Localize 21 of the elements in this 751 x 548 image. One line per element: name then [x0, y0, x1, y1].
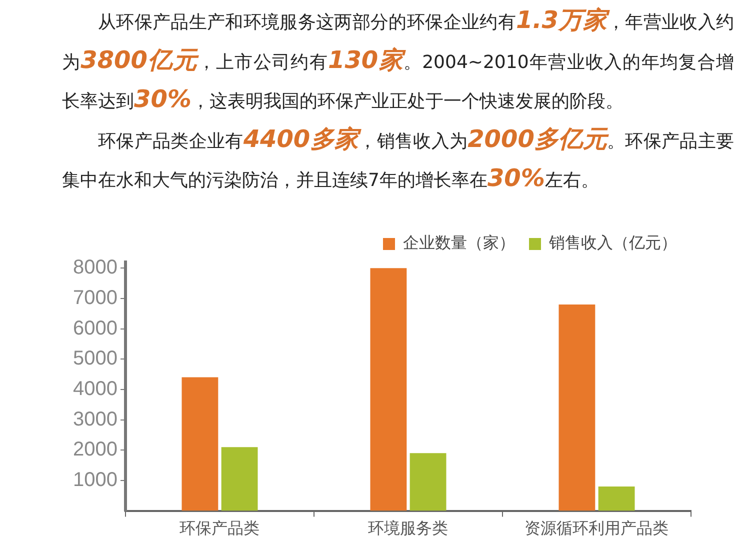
y-tick-label: 6000 [72, 317, 118, 340]
y-tick-label: 2000 [72, 438, 118, 461]
legend-label: 销售收入（亿元） [548, 233, 677, 252]
text: 环保产品类企业有4400多家，销售收入为2000多亿元。环保产品主要集中在水和大气的污染防治，并且连续7年的增长率在30%左右。 [62, 124, 734, 192]
y-tick-label: 1000 [72, 468, 118, 491]
bar [410, 453, 446, 511]
y-tick-label: 4000 [72, 378, 118, 400]
text: 从环保产品生产和环境服务这两部分的环保企业约有1.3万家，年营业收入约为3800亿元，上市公司约有130家。2004~2010年营业收入的年均复合增长率达到30%，这表明我国的环保产业正处于一个快速发展的阶段。 [62, 6, 734, 113]
bar [598, 486, 635, 511]
bar [221, 447, 258, 511]
y-tick-label: 5000 [72, 348, 118, 370]
y-tick-label: 7000 [72, 286, 118, 309]
bar [370, 268, 407, 511]
y-tick-label: 3000 [72, 408, 118, 430]
x-tick-label: 资源循环利用产品类 [524, 518, 669, 538]
bar [558, 304, 596, 511]
y-tick-label: 8000 [72, 256, 118, 279]
x-tick-label: 环境服务类 [368, 518, 448, 538]
x-tick-label: 环保产品类 [180, 518, 260, 538]
legend-label: 企业数量（家） [403, 233, 515, 252]
bar [182, 377, 218, 511]
